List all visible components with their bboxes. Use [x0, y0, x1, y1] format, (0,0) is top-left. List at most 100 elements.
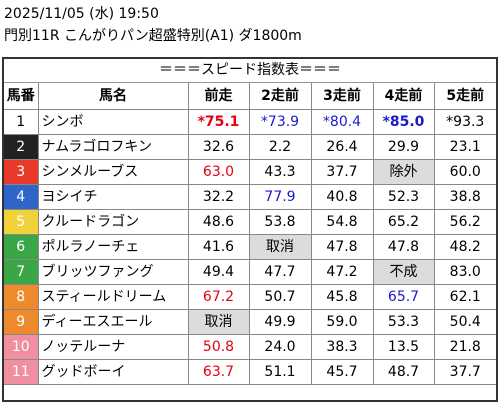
horse-number: 1	[4, 109, 39, 135]
speed-index-cell: 48.2	[433, 234, 496, 260]
speed-index-cell: 47.8	[310, 234, 374, 260]
speed-index-cell: 49.4	[187, 259, 250, 285]
speed-index-cell: 37.7	[433, 359, 496, 385]
speed-index-cell: 48.7	[372, 359, 435, 385]
horse-number: 5	[4, 209, 39, 235]
horse-name: ポルラノーチェ	[37, 234, 189, 260]
horse-number: 9	[4, 309, 39, 335]
speed-index-cell: 77.9	[248, 184, 312, 210]
horse-number: 8	[4, 284, 39, 310]
speed-index-cell: 32.6	[187, 134, 250, 160]
speed-index-cell: 53.8	[248, 209, 312, 235]
table-row: 4 ヨシイチ 32.2 77.9 40.8 52.3 38.8	[4, 184, 496, 210]
horse-number: 2	[4, 134, 39, 160]
speed-index-cell: 65.2	[372, 209, 435, 235]
table-title: ＝＝＝スピード指数表＝＝＝	[4, 59, 496, 83]
speed-index-cell: 40.8	[310, 184, 374, 210]
col-header-name: 馬名	[37, 83, 189, 110]
speed-index-cell: 56.2	[433, 209, 496, 235]
speed-index-cell: 2.2	[248, 134, 312, 160]
table-row: 3 シンメルーブス 63.0 43.3 37.7 除外 60.0	[4, 159, 496, 185]
horse-name: ヨシイチ	[37, 184, 189, 210]
speed-index-cell: 48.6	[187, 209, 250, 235]
speed-index-cell: 47.7	[248, 259, 312, 285]
table-row: 9 ディーエスエール 取消 49.9 59.0 53.3 50.4	[4, 309, 496, 335]
speed-index-table: 馬番 馬名 前走 2走前 3走前 4走前 5走前 1 シンボ *75.1 *73.9 *…	[4, 83, 496, 385]
col-header-2-races-ago: 2走前	[248, 83, 312, 110]
table-row: 10 ノッテルーナ 50.8 24.0 38.3 13.5 21.8	[4, 334, 496, 360]
speed-index-cell: 29.9	[372, 134, 435, 160]
table-row: 1 シンボ *75.1 *73.9 *80.4 *85.0 *93.3	[4, 109, 496, 135]
horse-number: 10	[4, 334, 39, 360]
horse-name: スティールドリーム	[37, 284, 189, 310]
race-datetime: 2025/11/05 (水) 19:50	[4, 6, 159, 22]
speed-index-cell: 50.4	[433, 309, 496, 335]
table-row: 2 ナムラゴロフキン 32.6 2.2 26.4 29.9 23.1	[4, 134, 496, 160]
horse-name: シンボ	[37, 109, 189, 135]
speed-index-cell: 50.7	[248, 284, 312, 310]
col-header-last-race: 前走	[187, 83, 250, 110]
speed-index-cell: 13.5	[372, 334, 435, 360]
speed-index-cell: 65.7	[372, 284, 435, 310]
col-header-number: 馬番	[4, 83, 39, 110]
speed-index-cell: 47.8	[372, 234, 435, 260]
col-header-4-races-ago: 4走前	[372, 83, 435, 110]
horse-number: 11	[4, 359, 39, 385]
col-header-3-races-ago: 3走前	[310, 83, 374, 110]
speed-index-cell: 24.0	[248, 334, 312, 360]
speed-index-cell: 取消	[187, 309, 250, 335]
col-header-5-races-ago: 5走前	[433, 83, 496, 110]
horse-number: 3	[4, 159, 39, 185]
speed-index-cell: 54.8	[310, 209, 374, 235]
table-row: 5 クルードラゴン 48.6 53.8 54.8 65.2 56.2	[4, 209, 496, 235]
speed-index-cell: 取消	[248, 234, 312, 260]
speed-index-cell: 67.2	[187, 284, 250, 310]
speed-index-cell: 45.8	[310, 284, 374, 310]
speed-index-cell: 63.7	[187, 359, 250, 385]
page-header: 2025/11/05 (水) 19:50 門別11R こんがりパン超盛特別(A1…	[4, 3, 302, 47]
speed-index-cell: 38.8	[433, 184, 496, 210]
speed-index-cell: 63.0	[187, 159, 250, 185]
speed-index-cell: 51.1	[248, 359, 312, 385]
horse-name: ディーエスエール	[37, 309, 189, 335]
speed-index-cell: 53.3	[372, 309, 435, 335]
speed-index-cell: 52.3	[372, 184, 435, 210]
speed-index-cell: 50.8	[187, 334, 250, 360]
horse-number: 4	[4, 184, 39, 210]
speed-index-cell: 26.4	[310, 134, 374, 160]
horse-name: ナムラゴロフキン	[37, 134, 189, 160]
speed-index-cell: *80.4	[310, 109, 374, 135]
speed-index-cell: 38.3	[310, 334, 374, 360]
speed-index-cell: *93.3	[433, 109, 496, 135]
horse-number: 7	[4, 259, 39, 285]
speed-index-cell: 47.2	[310, 259, 374, 285]
speed-index-cell: 60.0	[433, 159, 496, 185]
speed-index-cell: 59.0	[310, 309, 374, 335]
speed-index-cell: 45.7	[310, 359, 374, 385]
horse-name: シンメルーブス	[37, 159, 189, 185]
table-header-row: 馬番 馬名 前走 2走前 3走前 4走前 5走前	[4, 83, 496, 110]
horse-name: グッドボーイ	[37, 359, 189, 385]
speed-index-cell: 41.6	[187, 234, 250, 260]
speed-index-cell: 43.3	[248, 159, 312, 185]
speed-index-cell: 除外	[372, 159, 435, 185]
horse-name: クルードラゴン	[37, 209, 189, 235]
speed-index-cell: 62.1	[433, 284, 496, 310]
speed-index-cell: 83.0	[433, 259, 496, 285]
table-row: 6 ポルラノーチェ 41.6 取消 47.8 47.8 48.2	[4, 234, 496, 260]
speed-index-cell: 37.7	[310, 159, 374, 185]
speed-index-cell: 21.8	[433, 334, 496, 360]
speed-index-cell: *85.0	[372, 109, 435, 135]
speed-index-cell: *73.9	[248, 109, 312, 135]
speed-index-cell: 32.2	[187, 184, 250, 210]
speed-index-cell: 49.9	[248, 309, 312, 335]
table-row: 7 ブリッツファング 49.4 47.7 47.2 不成 83.0	[4, 259, 496, 285]
horse-name: ノッテルーナ	[37, 334, 189, 360]
horse-number: 6	[4, 234, 39, 260]
speed-index-cell: 23.1	[433, 134, 496, 160]
table-row: 8 スティールドリーム 67.2 50.7 45.8 65.7 62.1	[4, 284, 496, 310]
table-row: 11 グッドボーイ 63.7 51.1 45.7 48.7 37.7	[4, 359, 496, 385]
speed-index-cell: *75.1	[187, 109, 250, 135]
speed-index-cell: 不成	[372, 259, 435, 285]
race-title: 門別11R こんがりパン超盛特別(A1) ダ1800m	[4, 28, 302, 44]
